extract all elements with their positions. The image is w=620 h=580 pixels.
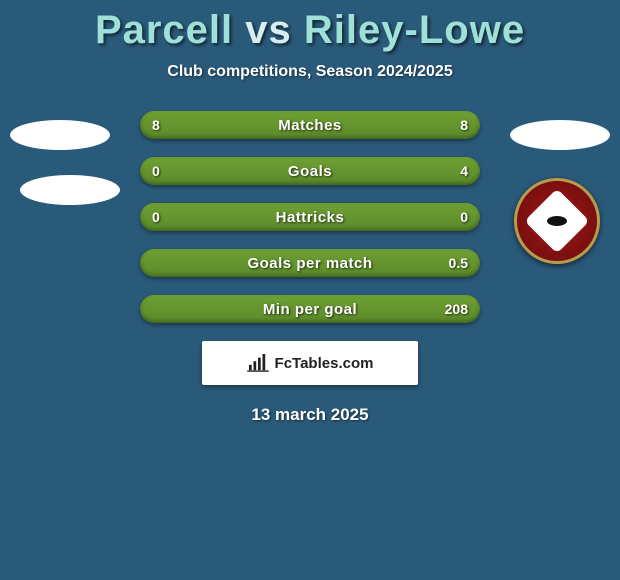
crest-inner — [524, 188, 589, 253]
player2-name: Riley-Lowe — [304, 8, 525, 52]
stat-label: Matches — [278, 117, 342, 134]
vs-text: vs — [245, 8, 292, 52]
attribution-box: FcTables.com — [202, 341, 418, 385]
crest-animal-icon — [547, 216, 567, 226]
stat-row: Min per goal 208 — [140, 295, 480, 323]
stat-row: 0 Goals 4 — [140, 157, 480, 185]
stat-left-value: 8 — [152, 117, 160, 133]
date-text: 13 march 2025 — [0, 405, 620, 425]
stat-label: Goals — [288, 163, 332, 180]
player2-club-crest — [514, 178, 600, 264]
stat-row: 0 Hattricks 0 — [140, 203, 480, 231]
player2-logo-1 — [510, 120, 610, 150]
stat-right-value: 4 — [460, 163, 468, 179]
stat-right-value: 0.5 — [449, 255, 468, 271]
bar-chart-icon — [247, 354, 269, 372]
attribution-text: FcTables.com — [275, 355, 374, 372]
player1-logo-1 — [10, 120, 110, 150]
stats-bars: 8 Matches 8 0 Goals 4 0 Hattricks 0 Goal… — [140, 111, 480, 323]
stat-right-value: 0 — [460, 209, 468, 225]
subtitle: Club competitions, Season 2024/2025 — [0, 63, 620, 81]
page-title: Parcell vs Riley-Lowe — [0, 0, 620, 53]
player1-logo-2 — [20, 175, 120, 205]
stat-right-value: 8 — [460, 117, 468, 133]
stat-row: 8 Matches 8 — [140, 111, 480, 139]
stat-row: Goals per match 0.5 — [140, 249, 480, 277]
stat-label: Hattricks — [276, 209, 345, 226]
stat-right-value: 208 — [445, 301, 468, 317]
stat-left-value: 0 — [152, 209, 160, 225]
stat-left-value: 0 — [152, 163, 160, 179]
stat-label: Goals per match — [247, 255, 372, 272]
stat-label: Min per goal — [263, 301, 357, 318]
player1-name: Parcell — [95, 8, 233, 52]
